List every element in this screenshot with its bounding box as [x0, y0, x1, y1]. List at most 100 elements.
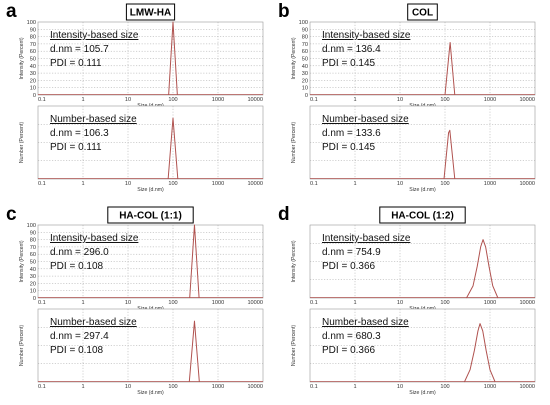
intensity-pdi-value: PDI = 0.366: [322, 261, 376, 272]
x-tick-label: 1000: [484, 384, 496, 390]
y-tick-label: 60: [30, 49, 36, 55]
x-tick-label: 10: [397, 384, 403, 390]
y-axis-label: Intensity (Percent): [19, 240, 25, 282]
x-tick-label: 1000: [484, 97, 496, 103]
x-tick-label: 10: [397, 97, 403, 103]
y-tick-label: 20: [30, 78, 36, 84]
x-axis-label: Size (d.nm): [409, 390, 436, 396]
y-tick-label: 90: [30, 230, 36, 236]
distribution-curve: [168, 21, 178, 96]
distribution-curve: [444, 41, 456, 96]
sample-label: LMW-HA: [130, 8, 171, 19]
y-tick-label: 10: [30, 86, 36, 92]
y-tick-label: 60: [302, 49, 308, 55]
number-plot: 0.1 1 10 100 1000 10000 Number (Percent) Size (…: [291, 105, 536, 193]
x-tick-label: 1000: [212, 384, 224, 390]
x-tick-label: 1: [81, 384, 84, 390]
x-tick-label: 10: [125, 300, 131, 306]
x-tick-label: 10000: [247, 384, 263, 390]
x-tick-label: 1000: [484, 181, 496, 187]
y-axis-label: Intensity (Percent): [291, 240, 297, 282]
panel-a: a LMW-HA0.1 1 10 100 1000 10000010203040506070…: [6, 1, 264, 193]
y-tick-label: 20: [302, 78, 308, 84]
y-tick-label: 40: [30, 64, 36, 70]
x-tick-label: 10000: [519, 384, 535, 390]
y-tick-label: 90: [30, 27, 36, 33]
x-tick-label: 1: [81, 97, 84, 103]
x-tick-label: 1: [81, 181, 84, 187]
x-tick-label: 0.1: [310, 97, 318, 103]
distribution-curve: [443, 129, 456, 180]
number-annotation-title: Number-based size: [322, 317, 409, 328]
x-tick-label: 100: [168, 300, 177, 306]
panel-letter: b: [278, 1, 290, 22]
number-size-value: d.nm = 297.4: [50, 331, 109, 342]
y-axis-label: Number (Percent): [291, 325, 297, 366]
x-tick-label: 100: [440, 384, 449, 390]
y-tick-label: 90: [302, 27, 308, 33]
y-tick-label: 70: [302, 42, 308, 48]
y-axis-label: Intensity (Percent): [19, 37, 25, 79]
x-tick-label: 10000: [519, 97, 535, 103]
x-tick-label: 100: [168, 384, 177, 390]
distribution-curve: [188, 320, 200, 383]
y-tick-label: 10: [30, 289, 36, 295]
intensity-pdi-value: PDI = 0.145: [322, 58, 376, 69]
x-axis-label: Size (d.nm): [137, 187, 164, 193]
sample-label-box: [407, 3, 438, 21]
y-tick-label: 80: [302, 35, 308, 41]
sample-label: COL: [412, 8, 433, 19]
panel-letter: c: [6, 204, 17, 225]
intensity-size-value: d.nm = 136.4: [322, 44, 381, 55]
x-tick-label: 100: [440, 300, 449, 306]
x-tick-label: 1000: [212, 97, 224, 103]
panel-letter: a: [6, 1, 17, 22]
y-tick-label: 100: [27, 20, 36, 26]
y-axis-label: Intensity (Percent): [291, 37, 297, 79]
y-tick-label: 100: [27, 223, 36, 229]
intensity-size-value: d.nm = 105.7: [50, 44, 109, 55]
x-tick-label: 0.1: [38, 384, 46, 390]
number-plot: 0.1 1 10 100 1000 10000 Number (Percent) Size (…: [19, 308, 264, 396]
x-axis-label: Size (d.nm): [137, 390, 164, 396]
y-axis-label: Number (Percent): [19, 325, 25, 366]
number-annotation-title: Number-based size: [322, 114, 409, 125]
x-tick-label: 1000: [484, 300, 496, 306]
x-tick-label: 100: [168, 97, 177, 103]
x-tick-label: 10000: [519, 181, 535, 187]
number-size-value: d.nm = 133.6: [322, 128, 381, 139]
panel-c: c HA-COL (1:1)0.1 1 10 100 1000 10000010203040…: [6, 204, 264, 396]
x-tick-label: 10: [125, 181, 131, 187]
intensity-size-value: d.nm = 296.0: [50, 247, 109, 258]
sample-label-box: [125, 3, 176, 21]
distribution-curve: [466, 239, 499, 299]
x-tick-label: 100: [440, 97, 449, 103]
x-tick-label: 0.1: [38, 97, 46, 103]
y-tick-label: 40: [30, 267, 36, 273]
number-size-value: d.nm = 680.3: [322, 331, 381, 342]
y-tick-label: 80: [30, 35, 36, 41]
number-annotation-title: Number-based size: [50, 317, 137, 328]
y-tick-label: 50: [30, 57, 36, 63]
number-pdi-value: PDI = 0.145: [322, 142, 376, 153]
y-tick-label: 50: [302, 57, 308, 63]
x-tick-label: 1: [353, 300, 356, 306]
sample-label-box: [379, 206, 466, 224]
y-tick-label: 70: [30, 245, 36, 251]
y-tick-label: 30: [30, 71, 36, 77]
x-tick-label: 10: [397, 300, 403, 306]
x-tick-label: 10: [125, 97, 131, 103]
x-tick-label: 1: [81, 300, 84, 306]
x-tick-label: 0.1: [310, 300, 318, 306]
y-tick-label: 0: [33, 296, 36, 302]
y-tick-label: 0: [33, 93, 36, 99]
intensity-annotation-title: Intensity-based size: [50, 233, 139, 244]
distribution-curve: [189, 224, 200, 299]
distribution-curve: [463, 323, 496, 383]
y-tick-label: 30: [302, 71, 308, 77]
sample-label: HA-COL (1:1): [119, 211, 182, 222]
y-tick-label: 50: [30, 260, 36, 266]
intensity-pdi-value: PDI = 0.108: [50, 261, 104, 272]
intensity-annotation-title: Intensity-based size: [322, 233, 411, 244]
panel-letter: d: [278, 204, 290, 225]
